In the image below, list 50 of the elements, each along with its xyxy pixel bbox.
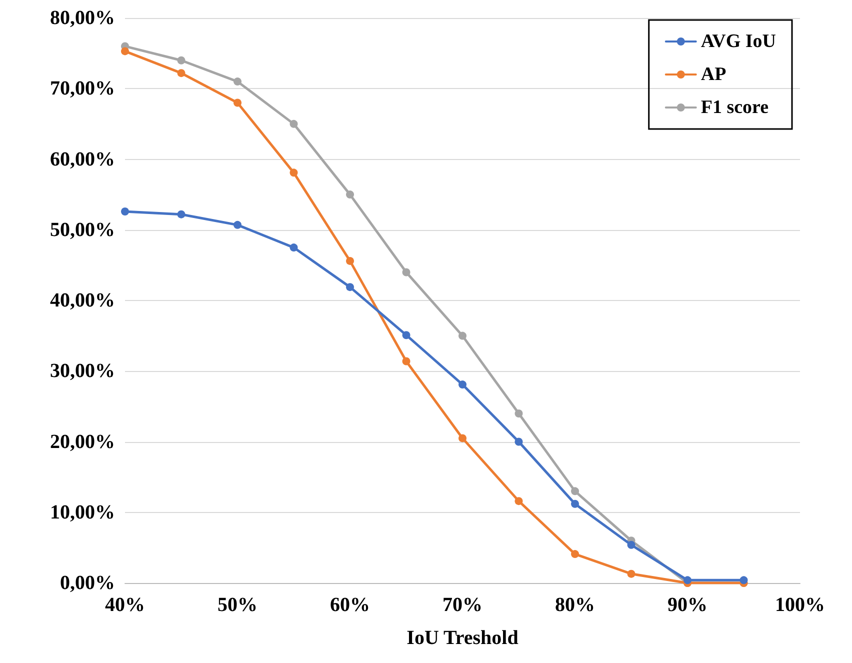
y-tick-label: 70,00% xyxy=(50,78,115,100)
point xyxy=(514,497,523,506)
point xyxy=(346,256,354,265)
x-tick-label: 90% xyxy=(668,594,708,616)
legend-label: AP xyxy=(700,64,727,85)
point xyxy=(571,550,579,558)
x-tick-label: 80% xyxy=(555,594,595,616)
y-tick-label: 40,00% xyxy=(50,290,115,312)
legend-label: F1 score xyxy=(700,97,769,118)
point xyxy=(740,576,748,584)
x-tick-label: 70% xyxy=(442,594,482,616)
y-tick-label: 60,00% xyxy=(50,148,115,170)
y-tick-label: 50,00% xyxy=(50,218,115,241)
point xyxy=(177,210,186,218)
point xyxy=(346,190,354,199)
point xyxy=(346,283,354,292)
point xyxy=(627,540,636,549)
point xyxy=(458,434,466,442)
point xyxy=(684,576,692,584)
point xyxy=(402,268,410,276)
point xyxy=(514,438,523,446)
x-tick-label: 40% xyxy=(105,594,145,616)
point xyxy=(627,570,636,578)
y-tick-label: 10,00% xyxy=(50,501,115,524)
point xyxy=(571,500,579,508)
point xyxy=(121,47,129,56)
point xyxy=(402,357,410,366)
point xyxy=(514,410,523,418)
point xyxy=(402,331,410,340)
point xyxy=(290,244,298,252)
point xyxy=(458,332,466,340)
y-tick-label: 80,00% xyxy=(50,7,115,29)
y-tick-label: 30,00% xyxy=(50,360,115,382)
x-axis-title: IoU Treshold xyxy=(406,627,518,649)
point xyxy=(458,380,466,389)
point xyxy=(121,208,129,216)
point xyxy=(177,69,186,78)
x-tick-label: 60% xyxy=(330,594,370,616)
point xyxy=(234,98,242,107)
y-tick-label: 0,00% xyxy=(60,572,115,594)
point xyxy=(177,56,186,64)
x-tick-label: 100% xyxy=(775,594,825,616)
y-tick-label: 20,00% xyxy=(50,430,115,453)
point xyxy=(290,168,298,177)
point xyxy=(290,120,298,128)
x-tick-label: 50% xyxy=(218,594,258,616)
point xyxy=(234,78,242,86)
point xyxy=(571,487,579,496)
legend-label: AVG IoU xyxy=(700,31,776,52)
point xyxy=(234,220,242,229)
